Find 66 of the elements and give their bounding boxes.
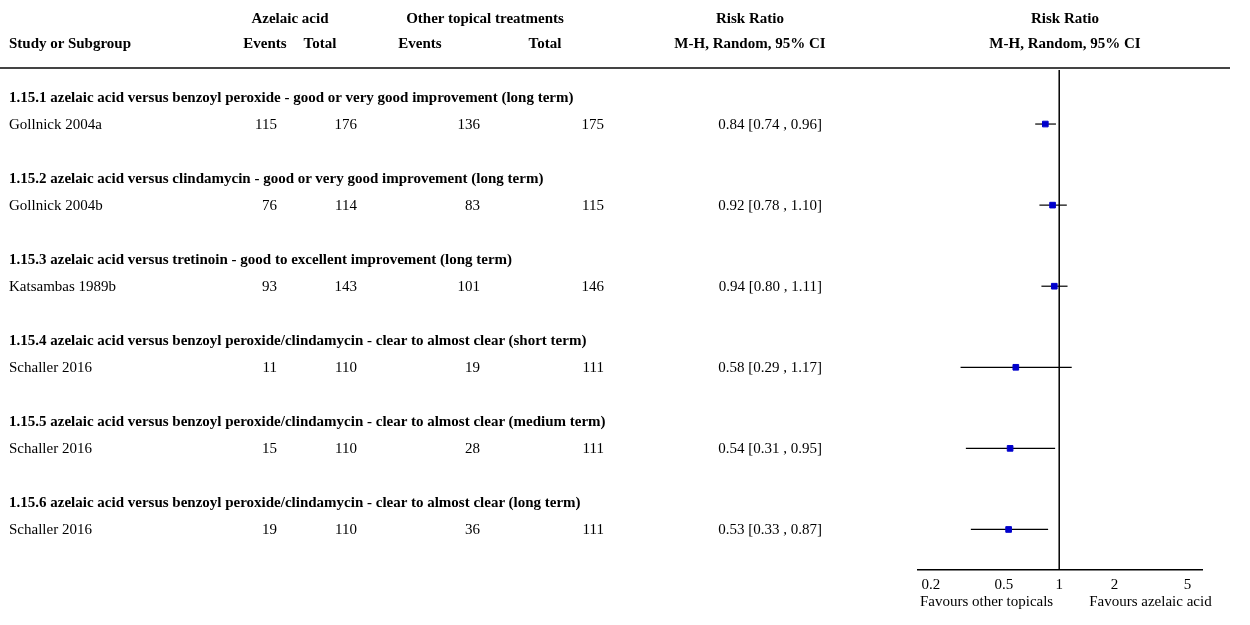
- text: 0.92 [0.78 , 1.10]: [718, 197, 822, 213]
- text: Azelaic acid: [251, 10, 329, 26]
- category-label: Total: [528, 35, 562, 51]
- category-label: 1.15.4 azelaic acid versus benzoyl peroxide/clindamycin - clear to almost clear (short term): [9, 332, 587, 348]
- point: [1006, 445, 1014, 452]
- text: 115: [582, 197, 604, 213]
- text: 114: [335, 197, 357, 213]
- text: 111: [582, 440, 604, 456]
- point: [1041, 120, 1049, 128]
- x-tick-label: 0.5: [994, 575, 1014, 592]
- text: Study or Subgroup: [9, 34, 132, 53]
- category-label: 1.15.3 azelaic acid versus tretinoin - good to excellent improvement (long term): [9, 251, 513, 267]
- x-tick-label: 5: [1183, 575, 1192, 592]
- text: Other topical treatments: [406, 10, 564, 26]
- category-label: 1.15.5 azelaic acid versus benzoyl peroxide/clindamycin - clear to almost clear (medium term): [9, 413, 606, 429]
- chart-title: Risk Ratio: [1030, 9, 1100, 28]
- text: 110: [335, 521, 357, 537]
- category-label: Events: [398, 35, 442, 51]
- text: 11: [262, 359, 277, 375]
- text: 19: [465, 359, 480, 375]
- text: Favours other topicals: [919, 592, 1054, 609]
- text: Risk Ratio: [716, 10, 784, 26]
- point: [1012, 363, 1020, 371]
- text: 28: [465, 440, 480, 456]
- text: 76: [262, 197, 277, 213]
- text: 0.53 [0.33 , 0.87]: [718, 521, 822, 537]
- category-label: Schaller 2016: [9, 440, 92, 456]
- chart-subtitle: M-H, Random, 95% CI: [988, 34, 1142, 53]
- x-tick-label: 1: [1055, 575, 1063, 592]
- category-label: Total: [303, 35, 337, 51]
- text: 83: [465, 197, 480, 213]
- text: 111: [582, 521, 604, 537]
- text: 136: [457, 116, 480, 132]
- x-tick-label: 2: [1110, 575, 1119, 592]
- text: 146: [581, 278, 604, 294]
- text: 0.94 [0.80 , 1.11]: [718, 278, 822, 294]
- text: 101: [457, 278, 480, 294]
- text: 176: [334, 116, 357, 132]
- category-label: Schaller 2016: [9, 521, 92, 537]
- text: 15: [262, 440, 277, 456]
- text: 110: [335, 440, 357, 456]
- text: 93: [262, 278, 277, 294]
- text: 110: [335, 359, 357, 375]
- category-label: 1.15.6 azelaic acid versus benzoyl peroxide/clindamycin - clear to almost clear (long term): [9, 494, 581, 510]
- category-label: Events: [243, 35, 287, 51]
- text: 19: [262, 521, 277, 537]
- point: [1049, 201, 1056, 209]
- point: [1005, 526, 1012, 533]
- category-label: 1.15.1 azelaic acid versus benzoyl peroxide - good or very good improvement (long term): [9, 89, 574, 105]
- text: 143: [334, 278, 357, 294]
- point: [1050, 282, 1058, 290]
- text: 36: [465, 521, 480, 537]
- text: 175: [581, 116, 604, 132]
- category-label: Schaller 2016: [9, 359, 92, 375]
- category-label: Gollnick 2004a: [9, 116, 102, 132]
- text: 111: [582, 359, 604, 375]
- text: 0.54 [0.31 , 0.95]: [718, 440, 822, 456]
- text: 0.58 [0.29 , 1.17]: [718, 359, 822, 375]
- text: 0.84 [0.74 , 0.96]: [718, 116, 822, 132]
- category-label: M-H, Random, 95% CI: [674, 35, 826, 51]
- text: Favours azelaic acid: [1089, 592, 1213, 609]
- x-tick-label: 0.2: [921, 575, 941, 592]
- category-label: 1.15.2 azelaic acid versus clindamycin - good or very good improvement (long term): [9, 170, 544, 186]
- category-label: Gollnick 2004b: [9, 197, 103, 213]
- text: 115: [255, 116, 277, 132]
- category-label: Katsambas 1989b: [9, 278, 117, 294]
